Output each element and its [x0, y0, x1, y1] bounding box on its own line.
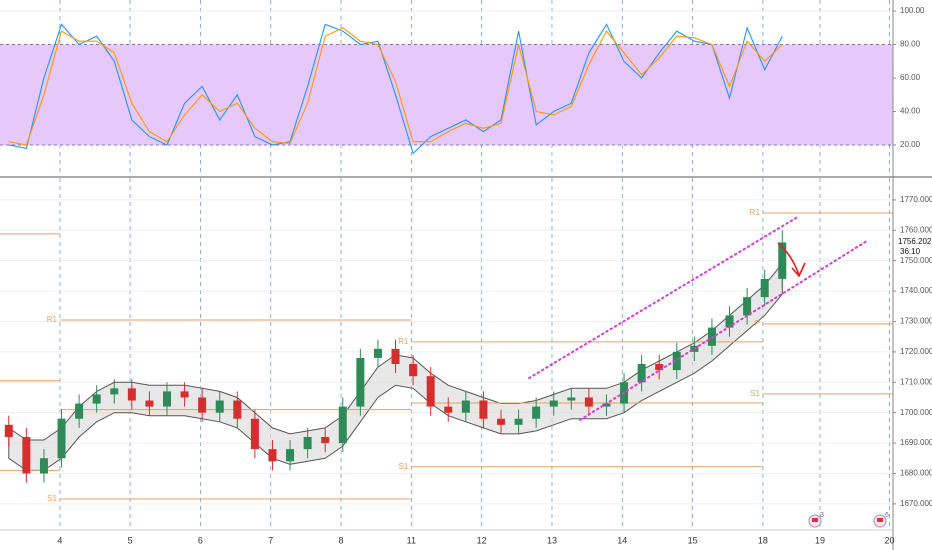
candle-body	[92, 394, 101, 404]
candle-body	[461, 400, 470, 413]
x-tick-label: 4	[57, 535, 62, 545]
x-tick-label: 11	[407, 535, 416, 545]
x-tick-label: 8	[339, 535, 344, 545]
candle-body	[233, 400, 242, 419]
mark-layer	[4, 23, 870, 483]
pivot-label: R1	[750, 208, 761, 217]
last-price-label: 1756.202	[898, 237, 932, 246]
candle-body	[303, 436, 312, 450]
candle-body	[198, 397, 207, 413]
candle-body	[215, 400, 224, 413]
candle-body	[39, 458, 48, 474]
candle-body	[373, 348, 382, 358]
x-tick-label: 7	[268, 535, 273, 545]
y-tick-label: 1700.000	[900, 408, 932, 417]
event-badge: 6	[885, 512, 889, 519]
y-tick-label: 1680.000	[900, 469, 932, 478]
candle-body	[514, 418, 523, 425]
stoch-band	[0, 44, 893, 146]
channel-line	[528, 216, 798, 380]
candle-body	[778, 242, 787, 279]
arrow-annotation	[777, 242, 806, 278]
pivot-label: R1	[47, 315, 58, 324]
candle-body	[672, 351, 681, 371]
candle-body	[321, 436, 330, 444]
candle-body	[655, 364, 664, 371]
candle-body	[426, 376, 435, 407]
candle-body	[391, 348, 400, 365]
y-tick-label: 1710.000	[900, 377, 932, 386]
candle-body	[637, 364, 646, 383]
candle-body	[549, 400, 558, 407]
candle-body	[602, 403, 611, 407]
candle-body	[110, 388, 119, 395]
x-tick-label: 6	[198, 535, 203, 545]
y-tick-label: 1670.000	[900, 499, 932, 508]
candle-body	[286, 449, 295, 462]
x-tick-label: 18	[758, 535, 768, 545]
candle-body	[145, 400, 154, 407]
candle-body	[760, 278, 769, 298]
candle-body	[127, 388, 136, 401]
candle-body	[356, 357, 365, 407]
x-tick-label: 12	[477, 535, 487, 545]
axis-layer: 20.00 40.00 60.00 80.00 100.00 1670.000 1680.0…	[57, 6, 932, 545]
event-flag	[876, 518, 883, 522]
candle-body	[75, 403, 84, 419]
candle-body	[725, 315, 734, 328]
candle-body	[22, 436, 31, 474]
candle-body	[57, 418, 66, 459]
stoch-line	[8, 27, 783, 146]
x-tick-label: 14	[617, 535, 627, 545]
y-tick-label: 80.00	[900, 40, 921, 49]
x-tick-label: 5	[128, 535, 133, 545]
candle-body	[409, 364, 418, 377]
countdown-label: 36:10	[900, 247, 921, 256]
y-tick-label: 1690.000	[900, 438, 932, 447]
y-tick-label: 1740.000	[900, 286, 932, 295]
last-price-box	[894, 234, 932, 257]
y-tick-label: 60.00	[900, 73, 921, 82]
pivot-label: S1	[47, 494, 57, 503]
channel-line	[579, 239, 870, 421]
y-tick-label: 1760.000	[900, 225, 932, 234]
y-tick-label: 1720.000	[900, 347, 932, 356]
y-tick-label: 100.00	[900, 6, 925, 15]
y-tick-label: 20.00	[900, 140, 921, 149]
y-tick-label: 40.00	[900, 107, 921, 116]
pivot-label: S1	[750, 389, 760, 398]
pivot-label: R1	[398, 337, 409, 346]
y-tick-label: 1730.000	[900, 317, 932, 326]
x-tick-label: 13	[547, 535, 557, 545]
candle-body	[180, 391, 189, 398]
event-flag	[811, 518, 818, 522]
candle-body	[444, 406, 453, 413]
candle-body	[338, 406, 347, 444]
candle-body	[4, 424, 13, 437]
candle-body	[584, 397, 593, 407]
candle-body	[496, 418, 505, 425]
candle-body	[532, 406, 541, 419]
pivot-label: P	[755, 319, 760, 328]
y-tick-label: 1770.000	[900, 195, 932, 204]
candle-body	[743, 297, 752, 316]
candle-body	[250, 418, 259, 450]
candle-body	[162, 391, 171, 407]
event-badge: 3	[820, 512, 824, 519]
candle-body	[479, 400, 488, 419]
x-tick-label: 20	[884, 535, 894, 545]
x-tick-label: 19	[815, 535, 825, 545]
pivot-label: S1	[399, 462, 409, 471]
candle-body	[268, 449, 277, 462]
candle-body	[567, 397, 576, 401]
x-tick-label: 15	[688, 535, 698, 545]
y-tick-label: 1750.000	[900, 256, 932, 265]
stoch-line	[8, 23, 783, 155]
